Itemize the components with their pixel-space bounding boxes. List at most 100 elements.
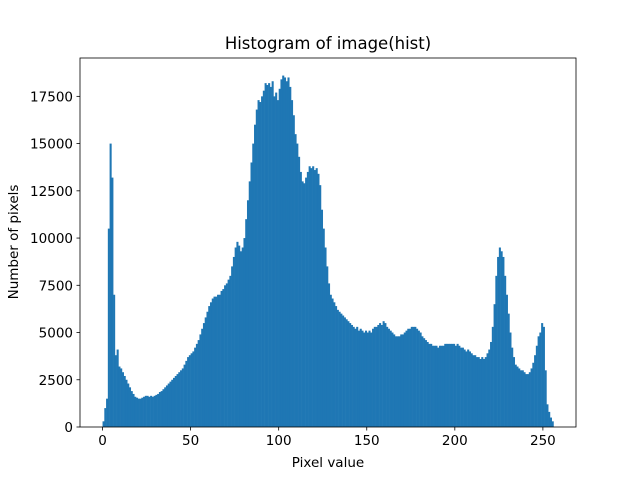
histogram-bar — [423, 338, 426, 427]
histogram-bar — [401, 334, 405, 427]
histogram-bar — [537, 336, 540, 427]
histogram-bar — [224, 285, 227, 427]
y-axis-label: Number of pixels — [6, 185, 22, 300]
histogram-bar — [391, 332, 394, 427]
histogram-bar — [357, 330, 361, 427]
histogram-bar — [301, 181, 304, 427]
histogram-bar — [303, 183, 306, 427]
histogram-bar — [137, 398, 140, 427]
histogram-bar — [220, 290, 223, 427]
histogram-bar — [109, 143, 112, 428]
histogram-bar — [268, 83, 271, 428]
histogram-bar — [139, 398, 142, 427]
histogram-bar — [479, 358, 482, 427]
histogram-bar — [433, 345, 436, 427]
histogram-bar — [123, 375, 126, 427]
histogram-bar — [132, 393, 135, 427]
histogram-bar — [192, 351, 195, 427]
histogram-bar — [393, 334, 396, 427]
histogram-bar — [409, 328, 412, 427]
x-tick-label: 50 — [182, 433, 199, 449]
histogram-bar — [245, 219, 248, 427]
histogram-bar — [394, 336, 397, 427]
histogram-bar — [495, 275, 498, 427]
y-tick-label: 5000 — [39, 326, 73, 342]
histogram-bar — [343, 317, 346, 427]
histogram-bar — [456, 343, 459, 427]
histogram-bar — [549, 417, 552, 427]
histogram-bar — [366, 332, 369, 427]
histogram-bar — [264, 83, 267, 428]
axes-frame — [79, 57, 577, 428]
histogram-bar — [294, 134, 297, 427]
histogram-bar — [157, 393, 160, 427]
x-tick-label: 0 — [98, 433, 107, 449]
histogram-bar — [519, 370, 523, 427]
histogram-bar — [329, 294, 332, 427]
histogram-bar — [273, 96, 276, 428]
x-tick-label: 250 — [530, 433, 556, 449]
histogram-bar — [461, 347, 464, 427]
histogram-bar — [298, 156, 301, 427]
histogram-bar — [202, 323, 206, 427]
histogram-bar — [180, 370, 183, 427]
histogram-bar — [209, 302, 213, 427]
histogram-bar — [387, 328, 390, 427]
histogram-bar — [460, 347, 463, 427]
histogram-bar — [470, 353, 473, 427]
histogram-bar — [354, 328, 357, 427]
histogram-bar — [236, 241, 239, 427]
histogram-bar — [146, 395, 149, 427]
histogram-bar — [134, 396, 137, 427]
histogram-bar — [261, 96, 264, 428]
histogram-bar — [229, 275, 232, 427]
histogram-bar — [516, 366, 519, 427]
histogram-bar — [271, 81, 274, 428]
histogram-bar — [315, 168, 318, 427]
histogram-bar — [296, 143, 299, 428]
histogram-bar — [431, 345, 434, 427]
histogram-bar — [178, 372, 181, 427]
chart-title: Histogram of image(hist) — [225, 34, 431, 53]
histogram-bar — [532, 362, 535, 427]
histogram-bar — [197, 340, 200, 427]
histogram-bar — [407, 328, 410, 427]
histogram-bar — [217, 294, 220, 427]
histogram-bar — [416, 328, 419, 427]
histogram-bar — [356, 326, 359, 427]
histogram-bar — [239, 251, 242, 427]
histogram-bar — [396, 336, 399, 427]
histogram-bar — [128, 387, 132, 427]
histogram-bar — [232, 256, 235, 427]
histogram-bar — [141, 397, 144, 427]
histogram-bar — [345, 319, 348, 427]
histogram-bar — [319, 185, 322, 427]
histogram-bar — [417, 330, 420, 427]
histogram-bar — [386, 326, 389, 427]
histogram-bar — [518, 368, 521, 427]
histogram-bar — [283, 77, 287, 428]
histogram-bar — [405, 330, 408, 427]
histogram-bar — [280, 79, 283, 428]
histogram-bar — [187, 357, 190, 427]
histogram-bar — [523, 372, 526, 427]
histogram-bar — [491, 326, 494, 427]
histogram-bar — [419, 332, 422, 427]
histogram-bar — [114, 355, 117, 427]
histogram-bar — [497, 256, 500, 427]
histogram-bar — [486, 353, 489, 427]
histogram-bar — [104, 408, 107, 427]
histogram-bar — [199, 334, 202, 427]
histogram-bar — [430, 343, 433, 427]
histogram-bar — [190, 353, 193, 427]
histogram-bar — [380, 324, 383, 427]
histogram-bar — [500, 251, 503, 427]
histogram-bar — [488, 349, 491, 427]
histogram-bar — [121, 372, 124, 427]
histogram-bar — [435, 345, 438, 427]
histogram-bar — [424, 340, 427, 427]
histogram-bar — [481, 357, 484, 427]
histogram-bar — [534, 355, 537, 427]
x-tick-label: 200 — [442, 433, 468, 449]
histogram-bar — [373, 326, 376, 427]
